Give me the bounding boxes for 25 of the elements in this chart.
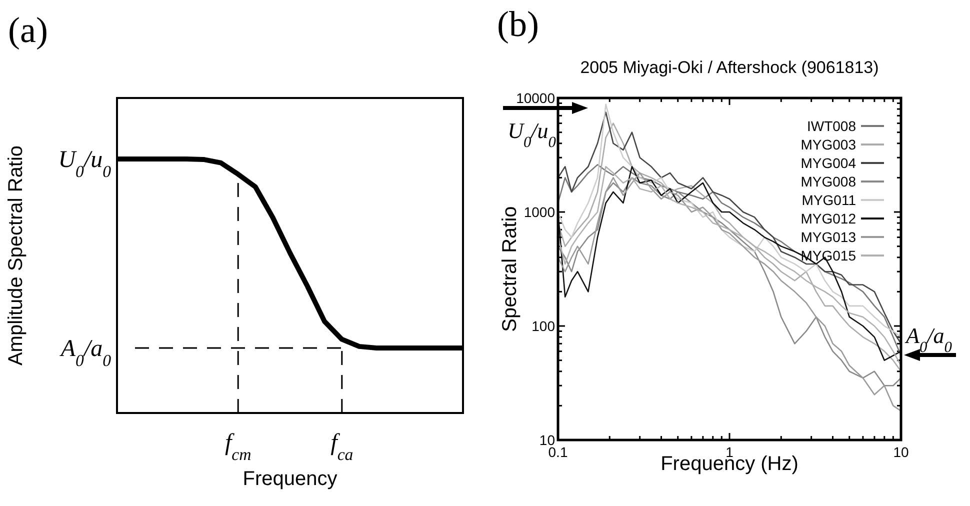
text: U$_{0}$/u$_{0}$ xyxy=(58,147,112,180)
legend-label: MYG011 xyxy=(802,192,856,208)
legend-label: MYG015 xyxy=(800,248,856,264)
x-axis-title: Frequency xyxy=(242,468,338,490)
chart-subtitle: 2005 Miyagi-Oki / Aftershock (9061813) xyxy=(580,58,879,77)
x-tick-label: f$_{cm}$ xyxy=(224,430,252,464)
chart-title: (b) xyxy=(497,4,539,44)
x-tick-label: 10 xyxy=(893,444,909,460)
text: A$_{0}$/a$_{0}$ xyxy=(904,323,952,356)
y-tick-label: 100 xyxy=(532,318,556,334)
legend-label: MYG013 xyxy=(800,229,856,245)
x-tick-label: 0.1 xyxy=(548,444,568,460)
legend-label: MYG003 xyxy=(800,136,856,152)
legend-label: MYG012 xyxy=(800,210,856,226)
chart-title: (a) xyxy=(8,10,48,50)
y-tick-label: 10000 xyxy=(516,90,556,106)
y-tick-label: 1000 xyxy=(524,204,556,220)
legend-label: MYG008 xyxy=(800,174,856,190)
legend-label: IWT008 xyxy=(806,118,856,134)
y-axis-title: Spectral Ratio xyxy=(499,206,521,332)
text: A$_{0}$/a$_{0}$ xyxy=(58,336,112,370)
text: U$_{0}$/u$_{0}$ xyxy=(508,118,556,150)
legend-label: MYG004 xyxy=(800,155,856,171)
y-axis-title: Amplitude Spectral Ratio xyxy=(5,145,27,366)
x-tick-label: f$_{ca}$ xyxy=(330,430,354,464)
